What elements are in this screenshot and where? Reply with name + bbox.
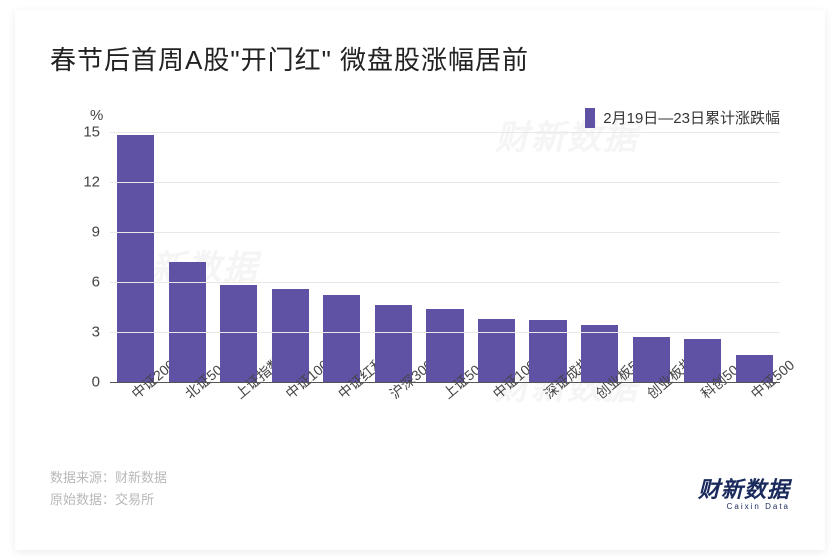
plot-wrap: % 2月19日—23日累计涨跌幅 中证2000北证50上证指数中证1000中证红… — [50, 107, 790, 437]
grid-line — [110, 332, 780, 333]
bar-slot: 中证500 — [728, 132, 780, 382]
y-tick-label: 0 — [60, 374, 100, 391]
raw-label: 原始数据： — [50, 492, 115, 507]
legend-label: 2月19日—23日累计涨跌幅 — [603, 107, 780, 128]
grid-line — [110, 132, 780, 133]
bar-slot: 中证红利 — [316, 132, 368, 382]
bar — [220, 285, 257, 382]
grid-line — [110, 182, 780, 183]
chart-title: 春节后首周A股"开门红" 微盘股涨幅居前 — [50, 40, 790, 77]
bar-slot: 中证1000 — [265, 132, 317, 382]
bar — [169, 262, 206, 382]
plot-area: 中证2000北证50上证指数中证1000中证红利沪深300上证50中证100深证… — [110, 132, 780, 382]
y-tick-label: 15 — [60, 124, 100, 141]
source-value: 财新数据 — [115, 470, 167, 485]
y-tick-label: 6 — [60, 274, 100, 291]
source-label: 数据来源： — [50, 470, 115, 485]
grid-line — [110, 232, 780, 233]
bar-slot: 沪深300 — [368, 132, 420, 382]
chart-card: 财新数据 财新数据 财新数据 春节后首周A股"开门红" 微盘股涨幅居前 % 2月… — [15, 10, 825, 550]
raw-value: 交易所 — [115, 492, 154, 507]
bar-slot: 中证2000 — [110, 132, 162, 382]
bar-slot: 中证100 — [471, 132, 523, 382]
bar-slot: 创业板50 — [574, 132, 626, 382]
bar-slot: 深证成指 — [522, 132, 574, 382]
bars-container: 中证2000北证50上证指数中证1000中证红利沪深300上证50中证100深证… — [110, 132, 780, 382]
bar-slot: 上证50 — [419, 132, 471, 382]
bar — [117, 135, 154, 382]
y-tick-label: 9 — [60, 224, 100, 241]
legend: 2月19日—23日累计涨跌幅 — [585, 107, 780, 128]
bar-slot: 科创50 — [677, 132, 729, 382]
footer: 数据来源：财新数据 原始数据：交易所 财新数据 Caixin Data — [50, 467, 790, 511]
bar-slot: 北证50 — [162, 132, 214, 382]
y-unit: % — [90, 107, 103, 124]
sources: 数据来源：财新数据 原始数据：交易所 — [50, 467, 167, 511]
y-tick-label: 3 — [60, 324, 100, 341]
bar-slot: 上证指数 — [213, 132, 265, 382]
y-tick-label: 12 — [60, 174, 100, 191]
grid-line — [110, 282, 780, 283]
bar-slot: 创业板指 — [625, 132, 677, 382]
brand: 财新数据 Caixin Data — [698, 472, 790, 511]
legend-swatch — [585, 108, 595, 128]
brand-name: 财新数据 — [698, 472, 790, 504]
grid-line — [110, 382, 780, 383]
